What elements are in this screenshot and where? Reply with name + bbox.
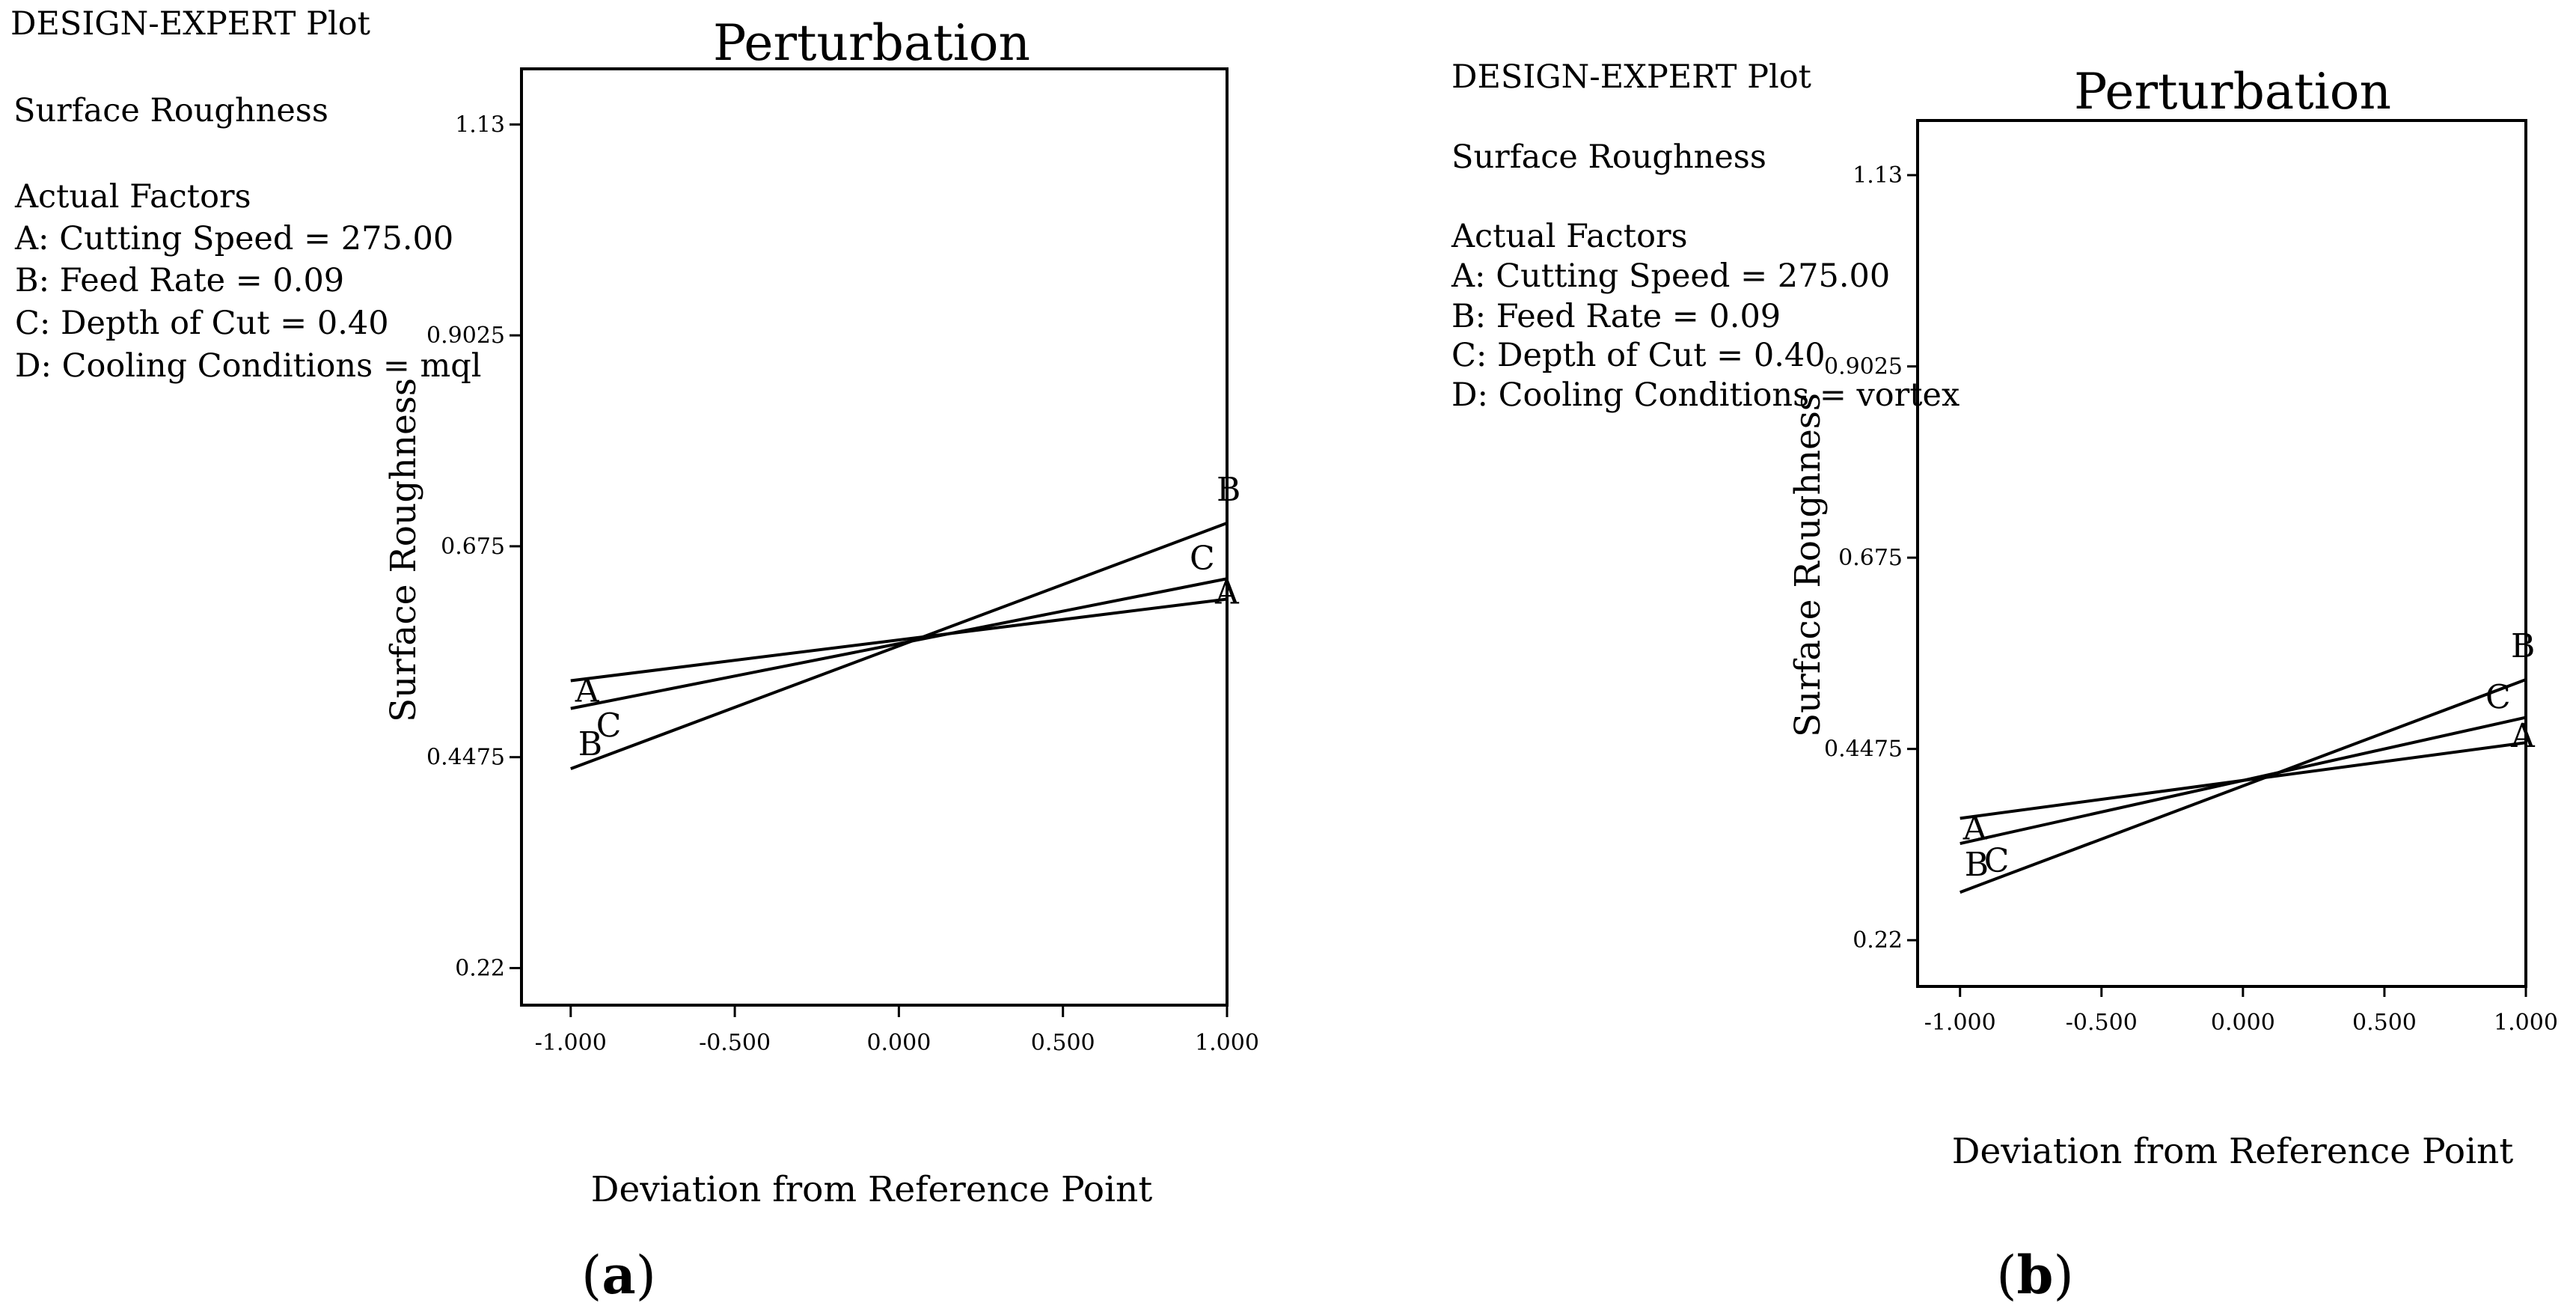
panel-b-label-letter: b (2017, 1244, 2054, 1306)
panel-b-factor-b: B: Feed Rate = 0.09 (1451, 298, 1781, 335)
panel-b-series-b-label-right: B (2511, 627, 2535, 665)
panel-a-series-a-line (570, 597, 1228, 683)
panel-b-chart-title: Perturbation (2074, 63, 2391, 120)
panel-a-y-tick-label: 0.9025 (426, 323, 505, 349)
panel-a-factor-b: B: Feed Rate = 0.09 (15, 262, 344, 299)
panel-a-label-letter: a (602, 1244, 635, 1306)
panel-a-chart-title: Perturbation (713, 14, 1030, 72)
panel-b-series-c-line (1959, 716, 2527, 845)
panel-a-series-b-label-right: B (1217, 471, 1240, 509)
panel-a-info-program: DESIGN-EXPERT Plot (10, 5, 370, 43)
panel-b-label: (b) (1996, 1244, 2074, 1306)
panel-a-plot: 0.22 0.4475 0.675 0.9025 1.13 -1.000 -0.500 0.0… (426, 67, 1259, 1056)
panel-b-factor-d: D: Cooling Conditions = vortex (1451, 376, 1959, 414)
panel-a-x-tick-label: 1.000 (1195, 1030, 1259, 1056)
panel-a-y-tick-label: 0.675 (441, 534, 505, 560)
panel-b-y-tick-label: 0.675 (1838, 545, 1903, 571)
panel-a-factor-c: C: Depth of Cut = 0.40 (15, 305, 389, 342)
panel-a-x-tick-label: 0.500 (1031, 1030, 1095, 1056)
panel-a-factor-a: A: Cutting Speed = 275.00 (14, 220, 453, 257)
panel-b-x-axis-title: Deviation from Reference Point (1952, 1131, 2514, 1172)
panel-b-info-program: DESIGN-EXPERT Plot (1451, 58, 1811, 96)
panel-b-series-b-line (1959, 678, 2527, 894)
panel-b-x-tick-label: -1.000 (1924, 1010, 1996, 1036)
panel-b-label-open: ( (1996, 1245, 2016, 1306)
panel-a-info: DESIGN-EXPERT Plot Surface Roughness Act… (10, 5, 482, 385)
panel-b-y-axis-title: Surface Roughness (1787, 393, 1829, 737)
panel-b-factor-c: C: Depth of Cut = 0.40 (1451, 337, 1826, 374)
panel-a-series-b-label-left: B (578, 725, 602, 763)
panel-a-y-tick-label: 0.4475 (426, 745, 505, 771)
panel-a-label: (a) (581, 1244, 656, 1306)
panel-b-plot: 0.22 0.4475 0.675 0.9025 1.13 -1.000 -0.500 0.0… (1824, 119, 2558, 1036)
panel-a-label-close: ) (636, 1245, 656, 1306)
panel-b-series-a-label-right: A (2510, 717, 2536, 755)
panel-b-label-close: ) (2053, 1245, 2073, 1306)
panel-b-series-c-label-left: C (1984, 842, 2010, 880)
panel-b-plot-frame (1916, 119, 2527, 988)
panel-b-y-tick-label: 0.4475 (1824, 736, 1903, 763)
panel-a: DESIGN-EXPERT Plot Surface Roughness Act… (10, 5, 1259, 1306)
panel-a-factor-d: D: Cooling Conditions = mql (15, 347, 482, 385)
panel-b-x-tick-label: 1.000 (2494, 1010, 2558, 1036)
panel-b-info: DESIGN-EXPERT Plot Surface Roughness Act… (1451, 58, 1959, 414)
panel-a-series-b-line (570, 522, 1228, 771)
panel-a-series-c-line (570, 577, 1228, 710)
panel-b-series-b-label-left: B (1965, 846, 1989, 884)
panel-a-y-tick-label: 1.13 (455, 112, 505, 138)
panel-a-label-open: ( (581, 1245, 602, 1306)
panel-b-x-tick-label: 0.000 (2211, 1010, 2275, 1036)
panel-b-y-tick-label: 0.9025 (1824, 354, 1903, 380)
panel-a-x-tick-label: -1.000 (535, 1030, 607, 1056)
panel-a-plot-frame (520, 67, 1229, 1007)
panel-b-info-header: Actual Factors (1451, 218, 1688, 255)
panel-b: DESIGN-EXPERT Plot Surface Roughness Act… (1451, 58, 2558, 1306)
panel-a-info-header: Actual Factors (14, 178, 251, 216)
panel-b-y-tick-label: 0.22 (1853, 927, 1903, 954)
panel-a-x-tick-label: 0.000 (866, 1030, 931, 1056)
panel-b-y-tick-label: 1.13 (1853, 162, 1903, 189)
panel-a-series-c-label-right: C (1190, 540, 1215, 578)
panel-b-info-response: Surface Roughness (1451, 138, 1766, 176)
panel-a-y-axis-title: Surface Roughness (383, 378, 424, 722)
panel-b-series-c-label-right: C (2485, 679, 2511, 717)
panel-b-factor-a: A: Cutting Speed = 275.00 (1451, 257, 1890, 295)
panel-a-series-c-label-left: C (596, 707, 622, 745)
panel-a-x-axis-title: Deviation from Reference Point (591, 1169, 1153, 1210)
panel-b-x-tick-label: 0.500 (2352, 1010, 2417, 1036)
panel-b-x-tick-label: -0.500 (2066, 1010, 2138, 1036)
panel-a-info-response: Surface Roughness (13, 92, 328, 129)
panel-a-x-tick-label: -0.500 (699, 1030, 771, 1056)
panel-a-y-tick-label: 0.22 (455, 955, 505, 981)
